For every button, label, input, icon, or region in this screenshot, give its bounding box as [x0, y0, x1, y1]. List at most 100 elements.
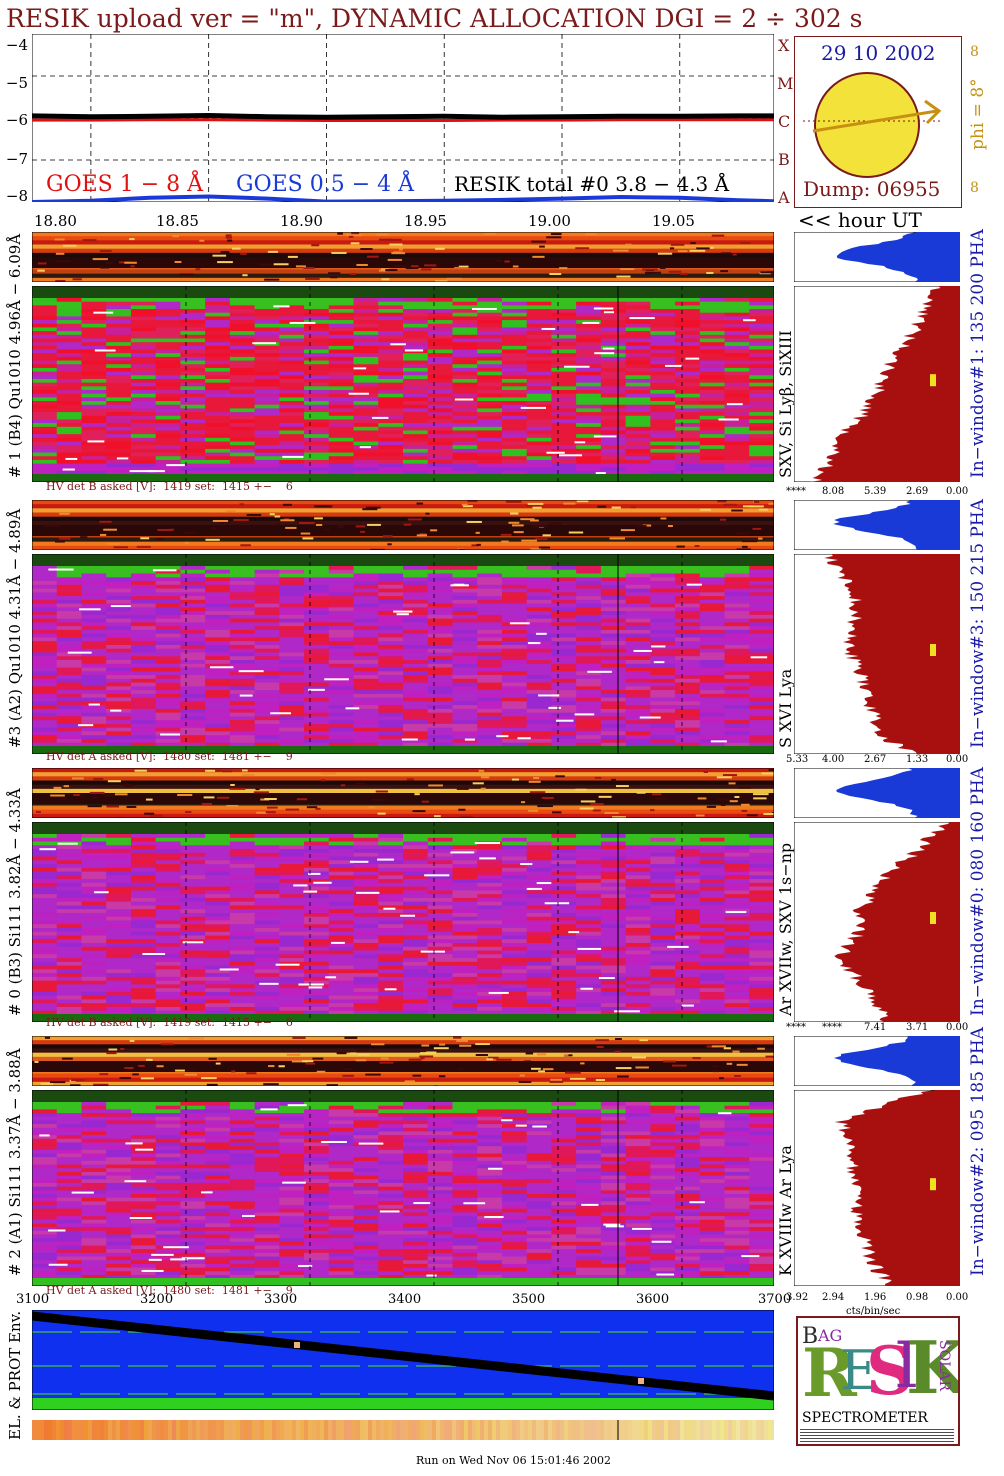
heatmap-cell — [304, 690, 330, 695]
heatmap-cell — [328, 456, 355, 461]
heatmap-cell — [106, 852, 132, 858]
heatmap-cell — [81, 909, 107, 914]
heatmap-cell — [749, 943, 774, 948]
strip-pixel — [528, 780, 541, 783]
heatmap-cell — [477, 867, 503, 873]
heatmap-cell — [378, 973, 404, 978]
heatmap-cell — [378, 675, 404, 680]
heatmap-cell — [427, 456, 453, 461]
heatmap-cell — [600, 742, 627, 747]
heatmap-cell — [205, 356, 231, 362]
heatmap-cell — [106, 423, 132, 428]
heatmap-cell — [81, 393, 107, 398]
heatmap-cell — [477, 338, 503, 343]
strip-pixel — [741, 809, 748, 812]
heatmap-cell — [551, 584, 577, 590]
heatmap-cell — [229, 320, 256, 325]
heatmap-cell — [106, 742, 132, 747]
heatmap-cell — [106, 334, 132, 339]
heatmap-cell — [551, 912, 577, 918]
heatmap-cell — [180, 712, 206, 717]
heatmap-cell — [229, 386, 256, 391]
heatmap-cell — [155, 592, 181, 597]
heatmap-cell — [675, 901, 701, 906]
heatmap-cell — [675, 678, 701, 684]
heatmap-cell — [81, 1003, 107, 1008]
strip-pixel — [568, 531, 584, 534]
heatmap-cell — [353, 950, 379, 955]
strip-pixel — [529, 791, 546, 794]
heatmap-cell — [650, 401, 676, 406]
heatmap-cell — [551, 588, 577, 593]
heatmap-cell — [353, 584, 379, 590]
heatmap-cell — [526, 415, 552, 420]
heatmap-cell — [180, 931, 206, 937]
heatmap-cell — [724, 675, 750, 680]
heatmap-cell — [353, 912, 379, 918]
heatmap-cell — [625, 995, 651, 1000]
heatmap-cell — [56, 1010, 82, 1015]
heatmap-cell — [106, 626, 132, 631]
heatmap-cell — [304, 882, 330, 888]
heatmap-cell — [81, 382, 107, 387]
heatmap-cell — [600, 349, 627, 354]
heatmap-cell — [56, 641, 82, 646]
heatmap-cell — [155, 742, 181, 747]
heatmap-cell — [81, 738, 107, 744]
heatmap-cell — [304, 356, 330, 362]
heatmap-cell — [625, 897, 651, 903]
heatmap-cell — [749, 716, 774, 721]
heatmap-cell — [403, 890, 429, 895]
heatmap-cell — [749, 686, 774, 691]
heatmap-cell — [551, 470, 577, 476]
heatmap-cell — [81, 901, 107, 906]
heatmap-cell — [452, 867, 478, 873]
heatmap-cell — [56, 656, 82, 661]
heatmap-cell — [229, 573, 256, 578]
heatmap-highlight — [372, 416, 389, 419]
heatmap-cell — [625, 954, 651, 959]
heatmap-cell — [526, 378, 552, 384]
heatmap-cell — [205, 423, 231, 428]
heatmap-cell — [229, 338, 256, 343]
heatmap-cell — [477, 656, 503, 661]
heatmap-cell — [56, 401, 82, 406]
heatmap-cell — [526, 864, 552, 869]
heatmap-cell — [205, 338, 231, 343]
heatmap-cell — [81, 882, 107, 888]
heatmap-cell — [106, 459, 132, 465]
heatmap-cell — [180, 463, 206, 468]
heatmap-cell — [56, 916, 82, 921]
heatmap-cell — [353, 607, 379, 612]
heatmap-cell — [229, 924, 256, 929]
heatmap-cell — [254, 573, 280, 578]
heatmap-cell — [229, 973, 256, 978]
heatmap-cell — [427, 426, 453, 431]
heatmap-cell — [699, 386, 726, 391]
heatmap-cell — [427, 901, 453, 906]
heatmap-cell — [600, 735, 627, 740]
heatmap-cell — [625, 622, 651, 627]
heatmap-cell — [56, 973, 82, 978]
heatmap-cell — [279, 401, 305, 406]
heatmap-cell — [650, 716, 676, 721]
heatmap-cell — [254, 928, 280, 933]
heatmap-cell — [81, 577, 107, 582]
heatmap-cell — [155, 856, 181, 861]
heatmap-cell — [576, 999, 602, 1004]
heatmap-cell — [749, 871, 774, 876]
heatmap-cell — [328, 452, 355, 457]
heatmap-cell — [180, 633, 206, 638]
heatmap-cell — [106, 912, 132, 918]
heatmap-cell — [724, 448, 750, 454]
heatmap-cell — [699, 871, 726, 876]
heatmap-cell — [106, 875, 132, 880]
heatmap-cell — [526, 345, 552, 351]
heatmap-cell — [328, 316, 355, 321]
heatmap-cell — [724, 312, 750, 317]
heatmap-cell — [180, 675, 206, 680]
heatmap-cell — [427, 735, 453, 740]
heatmap-cell — [32, 946, 58, 952]
strip-pixel — [60, 797, 68, 800]
heatmap-cell — [180, 448, 206, 454]
